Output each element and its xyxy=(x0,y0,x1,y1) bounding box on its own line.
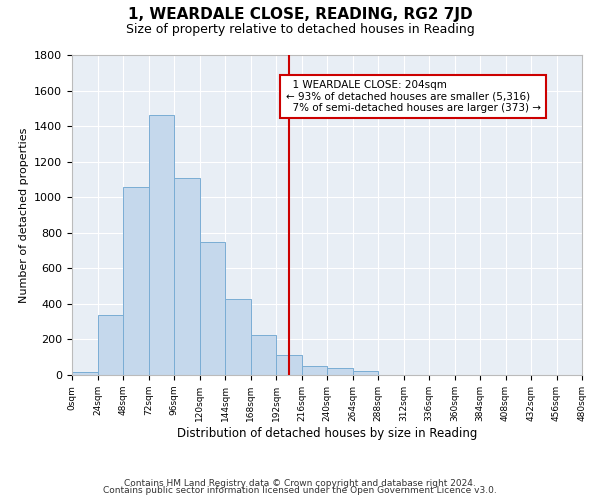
Bar xyxy=(97,314,123,375)
Text: Contains HM Land Registry data © Crown copyright and database right 2024.: Contains HM Land Registry data © Crown c… xyxy=(124,478,476,488)
Y-axis label: Number of detached properties: Number of detached properties xyxy=(19,128,29,302)
Text: Contains public sector information licensed under the Open Government Licence v3: Contains public sector information licen… xyxy=(103,486,497,495)
Bar xyxy=(276,356,302,375)
Bar xyxy=(327,368,353,375)
Text: 1, WEARDALE CLOSE, READING, RG2 7JD: 1, WEARDALE CLOSE, READING, RG2 7JD xyxy=(128,8,472,22)
Bar xyxy=(149,116,174,375)
Bar xyxy=(251,335,276,375)
Bar xyxy=(123,186,149,375)
Bar xyxy=(353,372,378,375)
Text: 1 WEARDALE CLOSE: 204sqm
← 93% of detached houses are smaller (5,316)
  7% of se: 1 WEARDALE CLOSE: 204sqm ← 93% of detach… xyxy=(286,80,541,113)
Bar xyxy=(199,242,225,375)
Bar xyxy=(174,178,199,375)
Bar xyxy=(72,372,97,375)
Text: Size of property relative to detached houses in Reading: Size of property relative to detached ho… xyxy=(125,22,475,36)
X-axis label: Distribution of detached houses by size in Reading: Distribution of detached houses by size … xyxy=(177,426,477,440)
Bar xyxy=(225,298,251,375)
Bar xyxy=(302,366,327,375)
